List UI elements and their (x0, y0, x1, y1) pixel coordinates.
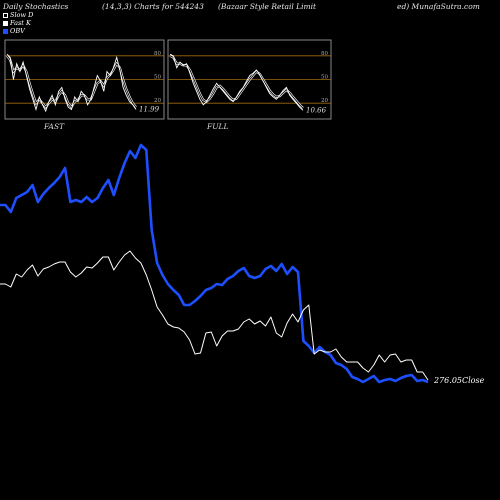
header-right: ed) MunafaSutra.com (397, 2, 480, 11)
fast-slow-d-line-inner (6, 55, 137, 108)
full-grid-label-20: 20 (321, 98, 328, 104)
full-slow-d-line-inner (169, 55, 304, 109)
header-left: Daily Stochastics (3, 2, 69, 11)
legend-item-slow-d: Slow D (3, 11, 33, 19)
legend-label: Slow D (10, 11, 34, 19)
full-panel-title: FULL (207, 122, 229, 131)
fast-grid-label-50: 50 (154, 75, 161, 81)
fast-fast-k-line (6, 53, 137, 113)
fast-panel-title: FAST (44, 122, 65, 131)
legend-label: OBV (10, 27, 25, 35)
full-grid-label-80: 80 (321, 51, 328, 57)
obv-series-line (0, 143, 429, 384)
fast-grid-label-80: 80 (154, 51, 161, 57)
close-label: 276.05Close (433, 376, 485, 385)
legend-item-obv: OBV (3, 27, 33, 35)
header-params: (14,3,3) Charts for 544243 (102, 2, 204, 11)
legend-swatch (3, 12, 8, 18)
full-last-value: 10.66 (306, 106, 327, 114)
header-company: (Bazaar Style Retail Limit (218, 2, 317, 11)
full-fast-k-line (169, 53, 304, 111)
fast-grid-label-20: 20 (154, 98, 161, 104)
legend-item-fast-k: Fast K (3, 19, 33, 27)
legend-swatch (3, 20, 8, 26)
price-series-line (0, 250, 429, 381)
full-grid-label-50: 50 (321, 75, 328, 81)
legend-swatch (3, 28, 8, 34)
fast-last-value: 11.99 (139, 106, 160, 114)
legend: Slow D Fast K OBV (3, 11, 33, 35)
legend-label: Fast K (10, 19, 31, 27)
